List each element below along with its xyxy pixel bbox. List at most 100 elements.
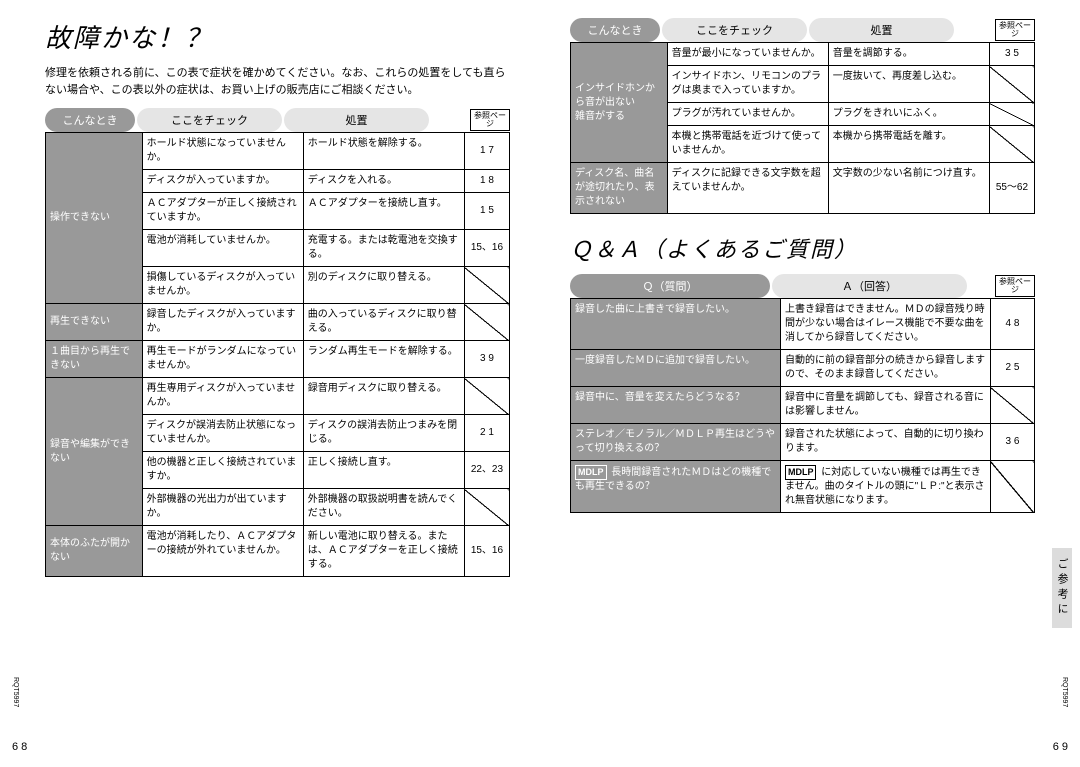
- table-cell: 操作できない: [46, 133, 143, 304]
- troubleshoot-table-left: 操作できないホールド状態になっていませんか。ホールド状態を解除する。1 7ディス…: [45, 132, 510, 577]
- table-row: ディスク名、曲名が途切れたり、表示されないディスクに記録できる文字数を超えていま…: [571, 163, 1035, 214]
- table-row: 録音や編集ができない再生専用ディスクが入っていませんか。録音用ディスクに取り替え…: [46, 378, 510, 415]
- ref-page-cell: [989, 66, 1034, 103]
- col-q: Ｑ（質問）: [570, 274, 770, 298]
- table-row: １曲目から再生できない再生モードがランダムになっていませんか。ランダム再生モード…: [46, 341, 510, 378]
- ref-page-cell: [989, 126, 1034, 163]
- table-cell: 本機から携帯電話を離す。: [828, 126, 989, 163]
- table-cell: ディスクが入っていますか。: [142, 170, 303, 193]
- ref-page-cell: [464, 489, 509, 526]
- table-header-row: こんなとき ここをチェック 処置 参照ページ: [570, 18, 1035, 42]
- doc-id: RQT5997: [1061, 677, 1068, 707]
- a-cell: 上書き録音はできません。ＭＤの録音残り時間が少ない場合はイレース機能で不要な曲を…: [780, 299, 990, 350]
- table-cell: 他の機器と正しく接続されていますか。: [142, 452, 303, 489]
- col-check: ここをチェック: [137, 108, 282, 132]
- troubleshoot-table-right: インサイドホンから音が出ない 雑音がする音量が最小になっていませんか。音量を調節…: [570, 42, 1035, 214]
- ref-page-cell: 3 5: [989, 43, 1034, 66]
- col-fix: 処置: [284, 108, 429, 132]
- ref-page-cell: [989, 103, 1034, 126]
- table-cell: 新しい電池に取り替える。または、ＡＣアダプターを正しく接続する。: [303, 526, 464, 577]
- table-cell: １曲目から再生できない: [46, 341, 143, 378]
- table-row: インサイドホンから音が出ない 雑音がする音量が最小になっていませんか。音量を調節…: [571, 43, 1035, 66]
- table-cell: 電池が消耗したり、ＡＣアダプターの接続が外れていませんか。: [142, 526, 303, 577]
- col-symptom: こんなとき: [570, 18, 660, 42]
- table-cell: 別のディスクに取り替える。: [303, 267, 464, 304]
- ref-page-cell: 15、16: [464, 526, 509, 577]
- page-number: 6 9: [1053, 741, 1068, 753]
- table-cell: ディスクの誤消去防止つまみを閉じる。: [303, 415, 464, 452]
- ref-page-cell: 1 5: [464, 193, 509, 230]
- ref-page-cell: 1 8: [464, 170, 509, 193]
- q-cell: 録音中に、音量を変えたらどうなる？: [571, 387, 781, 424]
- a-cell: 録音中に音量を調節しても、録音される音には影響しません。: [780, 387, 990, 424]
- table-header-row: こんなとき ここをチェック 処置 参照ページ: [45, 108, 510, 132]
- table-cell: ディスクに記録できる文字数を超えていませんか。: [667, 163, 828, 214]
- ref-page-cell: [464, 267, 509, 304]
- table-cell: 録音や編集ができない: [46, 378, 143, 526]
- table-row: 録音中に、音量を変えたらどうなる？録音中に音量を調節しても、録音される音には影響…: [571, 387, 1035, 424]
- table-cell: プラグが汚れていませんか。: [667, 103, 828, 126]
- table-cell: ディスクが誤消去防止状態になっていませんか。: [142, 415, 303, 452]
- a-cell: 自動的に前の録音部分の続きから録音しますので、そのまま録音してください。: [780, 350, 990, 387]
- a-cell: MDLP に対応していない機種では再生できません。曲のタイトルの頭に"ＬＰ:"と…: [780, 461, 990, 513]
- table-cell: 録音用ディスクに取り替える。: [303, 378, 464, 415]
- intro-text: 修理を依頼される前に、この表で症状を確かめてください。なお、これらの処置をしても…: [45, 65, 510, 98]
- right-page: こんなとき ここをチェック 処置 参照ページ インサイドホンから音が出ない 雑音…: [540, 0, 1080, 767]
- left-page: 故障かな！？ 修理を依頼される前に、この表で症状を確かめてください。なお、これら…: [0, 0, 540, 767]
- ref-page-cell: [990, 387, 1034, 424]
- ref-page-cell: 4 8: [990, 299, 1034, 350]
- ref-page-cell: [464, 304, 509, 341]
- ref-page-cell: 55～62: [989, 163, 1034, 214]
- table-cell: インサイドホンから音が出ない 雑音がする: [571, 43, 668, 163]
- col-symptom: こんなとき: [45, 108, 135, 132]
- ref-page-cell: 2 5: [990, 350, 1034, 387]
- table-row: 本体のふたが開かない電池が消耗したり、ＡＣアダプターの接続が外れていませんか。新…: [46, 526, 510, 577]
- table-cell: ディスクを入れる。: [303, 170, 464, 193]
- table-cell: ＡＣアダプターが正しく接続されていますか。: [142, 193, 303, 230]
- ref-page-cell: 3 6: [990, 424, 1034, 461]
- table-cell: 音量が最小になっていませんか。: [667, 43, 828, 66]
- table-cell: ランダム再生モードを解除する。: [303, 341, 464, 378]
- table-cell: 再生できない: [46, 304, 143, 341]
- table-cell: プラグをきれいにふく。: [828, 103, 989, 126]
- table-row: 録音した曲に上書きで録音したい。上書き録音はできません。ＭＤの録音残り時間が少な…: [571, 299, 1035, 350]
- col-refpage: 参照ページ: [995, 19, 1035, 41]
- q-cell: 録音した曲に上書きで録音したい。: [571, 299, 781, 350]
- table-row: 一度録音したＭＤに追加で録音したい。自動的に前の録音部分の続きから録音しますので…: [571, 350, 1035, 387]
- table-cell: 充電する。または乾電池を交換する。: [303, 230, 464, 267]
- table-cell: 曲の入っているディスクに取り替える。: [303, 304, 464, 341]
- table-cell: ホールド状態になっていませんか。: [142, 133, 303, 170]
- table-cell: 電池が消耗していませんか。: [142, 230, 303, 267]
- page-number: 6 8: [12, 741, 27, 753]
- a-cell: 録音された状態によって、自動的に切り換わります。: [780, 424, 990, 461]
- ref-page-cell: [990, 461, 1034, 513]
- col-fix: 処置: [809, 18, 954, 42]
- col-a: Ａ（回答）: [772, 274, 967, 298]
- table-cell: 損傷しているディスクが入っていませんか。: [142, 267, 303, 304]
- table-row: ステレオ／モノラル／ＭＤＬＰ再生はどうやって切り換えるの？録音された状態によって…: [571, 424, 1035, 461]
- table-cell: 外部機器の取扱説明書を読んでください。: [303, 489, 464, 526]
- q-cell: 一度録音したＭＤに追加で録音したい。: [571, 350, 781, 387]
- table-cell: 再生モードがランダムになっていませんか。: [142, 341, 303, 378]
- table-cell: ホールド状態を解除する。: [303, 133, 464, 170]
- table-cell: インサイドホン、リモコンのプラグは奥まで入っていますか。: [667, 66, 828, 103]
- col-check: ここをチェック: [662, 18, 807, 42]
- ref-page-cell: 1 7: [464, 133, 509, 170]
- ref-page-cell: 2 1: [464, 415, 509, 452]
- ref-page-cell: 22、23: [464, 452, 509, 489]
- q-cell: MDLP 長時間録音されたＭＤはどの機種でも再生できるの？: [571, 461, 781, 513]
- table-cell: 音量を調節する。: [828, 43, 989, 66]
- ref-page-cell: 3 9: [464, 341, 509, 378]
- table-cell: 録音したディスクが入っていますか。: [142, 304, 303, 341]
- qa-table: 録音した曲に上書きで録音したい。上書き録音はできません。ＭＤの録音残り時間が少な…: [570, 298, 1035, 513]
- qa-title: Ｑ＆Ａ（よくあるご質問）: [570, 232, 1035, 264]
- table-cell: 文字数の少ない名前につけ直す。: [828, 163, 989, 214]
- table-cell: 本機と携帯電話を近づけて使っていませんか。: [667, 126, 828, 163]
- table-cell: 正しく接続し直す。: [303, 452, 464, 489]
- table-cell: ディスク名、曲名が途切れたり、表示されない: [571, 163, 668, 214]
- ref-page-cell: 15、16: [464, 230, 509, 267]
- table-cell: 本体のふたが開かない: [46, 526, 143, 577]
- side-tab: ご参考に: [1052, 548, 1072, 628]
- table-row: 再生できない録音したディスクが入っていますか。曲の入っているディスクに取り替える…: [46, 304, 510, 341]
- table-row: MDLP 長時間録音されたＭＤはどの機種でも再生できるの？MDLP に対応してい…: [571, 461, 1035, 513]
